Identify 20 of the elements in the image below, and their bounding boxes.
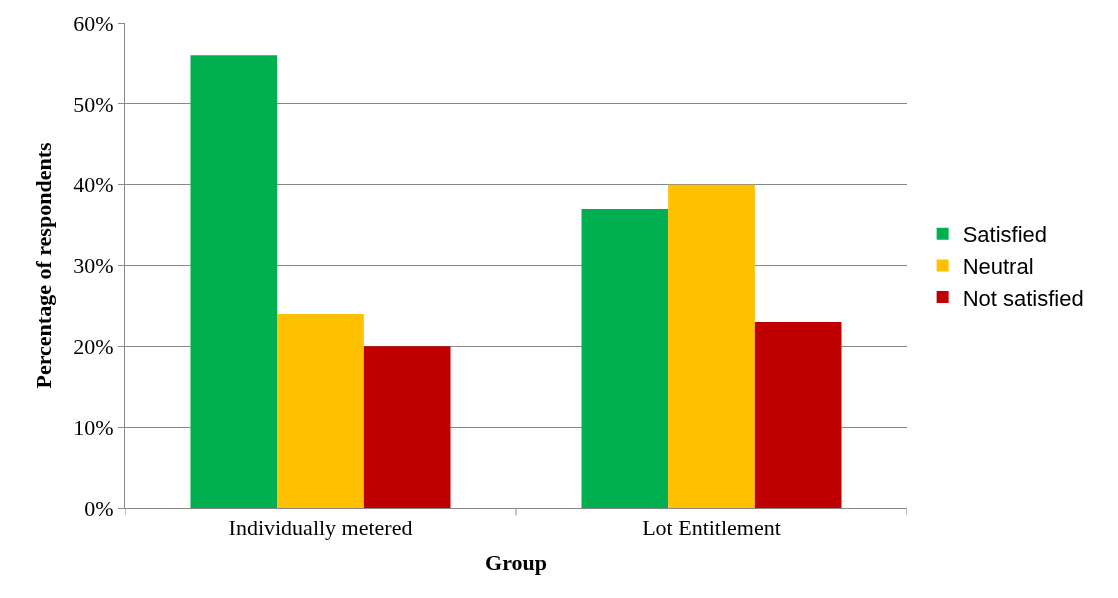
x-tick-label: Individually metered xyxy=(228,515,413,541)
bar xyxy=(190,55,278,508)
y-tick-label: 40% xyxy=(73,172,114,198)
bar xyxy=(277,314,364,508)
bar xyxy=(668,184,755,508)
legend-label: Not satisfied xyxy=(962,285,1084,311)
legend-label: Neutral xyxy=(962,253,1034,279)
bar xyxy=(754,322,842,508)
y-tick-label: 10% xyxy=(73,414,114,440)
bar xyxy=(581,208,669,508)
y-tick-label: 30% xyxy=(73,253,114,279)
y-tick-label: 0% xyxy=(84,495,114,521)
y-tick-label: 60% xyxy=(73,10,114,36)
x-axis-title: Group xyxy=(485,550,547,576)
y-axis-title: Percentage of respondents xyxy=(31,142,57,389)
bar xyxy=(363,346,451,508)
x-tick-label: Lot Entitlement xyxy=(642,515,781,541)
legend-label: Satisfied xyxy=(962,222,1048,248)
y-tick-label: 50% xyxy=(73,91,114,117)
y-tick-label: 20% xyxy=(73,334,114,360)
